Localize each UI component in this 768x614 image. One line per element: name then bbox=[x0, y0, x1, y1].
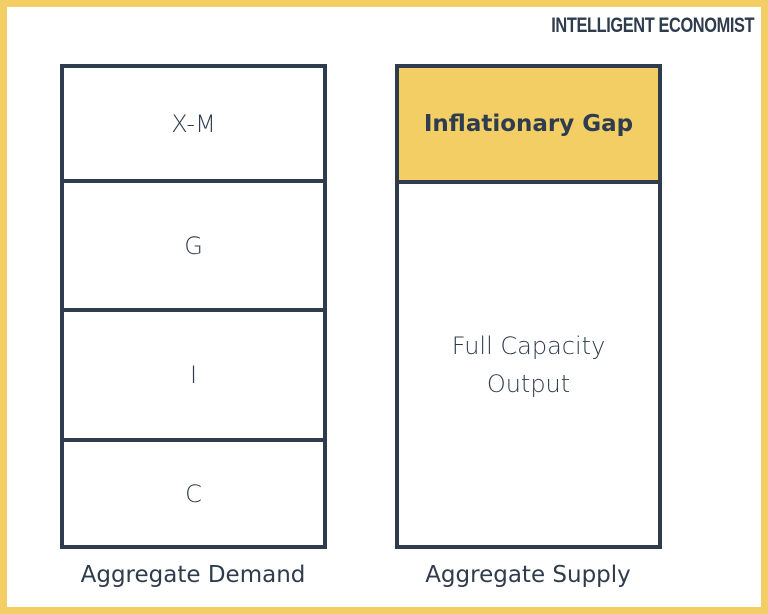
aggregate-demand-stack: X-M G I C bbox=[60, 64, 327, 549]
component-net-exports: X-M bbox=[64, 68, 323, 183]
full-capacity-output: Full Capacity Output bbox=[399, 184, 658, 545]
component-investment: I bbox=[64, 312, 323, 442]
output-line-2: Output bbox=[486, 369, 571, 398]
inflationary-gap: Inflationary Gap bbox=[399, 68, 658, 184]
aggregate-demand-label: Aggregate Demand bbox=[80, 562, 306, 588]
aggregate-supply-label: Aggregate Supply bbox=[425, 562, 631, 588]
logo: INTELLIGENT ECONOMIST bbox=[551, 14, 754, 37]
output-line-1: Full Capacity bbox=[451, 331, 606, 360]
component-government: G bbox=[64, 183, 323, 312]
component-consumption: C bbox=[185, 479, 202, 508]
aggregate-supply-stack: Inflationary Gap Full Capacity Output bbox=[395, 64, 662, 549]
